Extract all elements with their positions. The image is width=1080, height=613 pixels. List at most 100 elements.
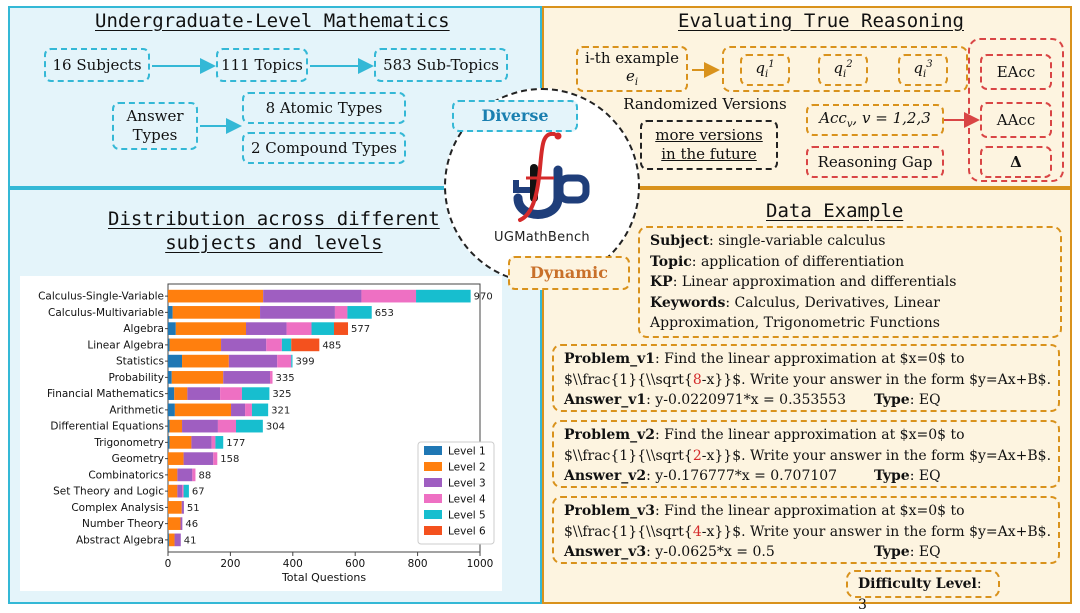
category-label: Differential Equations [50, 421, 164, 433]
answer-v1-label: Answer_v1 [564, 392, 647, 408]
bar-segment [231, 403, 246, 417]
subtopics-box: 583 Sub-Topics [374, 48, 508, 82]
category-label: Algebra [123, 323, 164, 335]
bar-segment [192, 468, 196, 482]
bar-segment [168, 338, 170, 352]
subject-line: Subject: single-variable calculus [650, 233, 886, 249]
bar-segment [228, 354, 278, 368]
bar-segment [174, 533, 181, 547]
bar-segment [181, 501, 184, 514]
total-label: 46 [185, 519, 198, 530]
bar-segment [171, 371, 224, 384]
more-versions-line2: in the future [661, 145, 757, 163]
category-label: Trigonometry [93, 437, 164, 449]
reasoning-gap-box: Reasoning Gap [806, 146, 944, 178]
bar-segment [168, 533, 175, 547]
versions-group [722, 46, 968, 92]
ith-example-var: ei [625, 67, 639, 88]
bar-segment [270, 371, 273, 384]
category-label: Arithmetic [109, 404, 164, 416]
bar-segment [251, 403, 269, 417]
distribution-title-line1: Distribution across different [108, 208, 440, 230]
problem-v3-card: Problem_v3: Find the linear approximatio… [552, 496, 1060, 564]
legend-label: Level 6 [448, 526, 486, 538]
category-label: Probability [108, 372, 164, 384]
bar-segment [182, 484, 184, 498]
bar-segment [221, 338, 267, 352]
bar-segment [281, 338, 292, 352]
category-label: Calculus-Single-Variable [38, 291, 164, 303]
x-tick-label: 400 [283, 558, 303, 570]
dynamic-badge: Dynamic [508, 256, 630, 290]
eval-title: Evaluating True Reasoning [678, 10, 964, 32]
category-label: Combinatorics [88, 469, 164, 481]
x-tick-label: 800 [408, 558, 428, 570]
bar-segment [220, 387, 242, 400]
x-tick-label: 200 [220, 558, 240, 570]
bar-segment [191, 436, 212, 449]
problem-v3-number: 4 [692, 523, 702, 540]
bar-segment [217, 419, 237, 433]
category-label: Set Theory and Logic [53, 486, 164, 498]
randomized-versions-label: Randomized Versions [623, 94, 787, 113]
bar-segment [223, 371, 271, 384]
category-label: Geometry [112, 453, 164, 465]
bar-segment [215, 436, 224, 449]
chart-axes-frame [167, 283, 481, 553]
x-tick-label: 1000 [467, 558, 494, 570]
eacc-box: EAcc [980, 54, 1052, 90]
bar-segment [211, 436, 216, 449]
bar-segment [168, 419, 170, 433]
problem-v2-label: Problem_v2 [564, 427, 655, 443]
bar-segment [174, 403, 232, 417]
answer-types-line1: Answer [126, 107, 184, 126]
bar-segment [266, 338, 282, 352]
legend-label: Level 5 [448, 510, 486, 522]
bar-segment [333, 322, 349, 335]
problem-v1-card: Problem_v1: Find the linear approximatio… [552, 344, 1060, 412]
kp-line: KP: Linear approximation and differentia… [650, 274, 957, 290]
legend-label: Level 4 [448, 494, 486, 506]
x-tick-label: 0 [165, 558, 172, 570]
bar-segment [187, 387, 221, 400]
bar-segment [180, 517, 183, 530]
ugmathbench-logo-icon [513, 131, 590, 222]
bar-segment [236, 419, 263, 433]
bar-segment [183, 484, 189, 498]
distribution-title: Distribution across different subjects a… [108, 207, 440, 255]
acc-box: Accv, v = 1,2,3 [806, 104, 944, 136]
problem-v2-number: 2 [692, 447, 702, 464]
total-label: 485 [322, 340, 341, 351]
diverse-badge: Diverse [452, 100, 578, 132]
q3-box: qi3 [898, 54, 948, 86]
ith-example-label: i-th example [584, 49, 680, 67]
bar-segment [175, 322, 246, 335]
category-label: Calculus-Multivariable [48, 307, 164, 319]
category-label: Complex Analysis [71, 502, 164, 514]
bar-segment [168, 452, 184, 465]
q1-box: qi1 [740, 54, 790, 86]
bar-segment [169, 436, 192, 449]
bar-segment [168, 306, 173, 319]
atomic-types-box: 8 Atomic Types [242, 92, 406, 124]
difficulty-label: Difficulty Level [858, 576, 977, 592]
total-label: 304 [266, 422, 285, 433]
category-label: Financial Mathematics [47, 388, 164, 400]
answer-types-box: Answer Types [112, 102, 198, 150]
bar-segment [168, 322, 176, 335]
bar-segment [168, 387, 175, 400]
bar-segment [334, 306, 348, 319]
bar-segment [277, 354, 292, 368]
bar-segment [168, 354, 183, 368]
distribution-chart-svg: Calculus-Single-Variable 970 Calculus-Mult… [38, 283, 495, 584]
bar-segment [286, 322, 312, 335]
legend-swatch [424, 510, 442, 519]
legend-swatch [424, 526, 442, 535]
bar-segment [347, 306, 372, 319]
data-example-panel [542, 188, 1072, 604]
problem-v2-card: Problem_v2: Find the linear approximatio… [552, 420, 1060, 488]
bar-segment [260, 306, 335, 319]
answer-v3-label: Answer_v3 [564, 544, 647, 560]
bar-segment [291, 354, 293, 368]
topic-line: Topic: application of differentiation [650, 253, 905, 270]
